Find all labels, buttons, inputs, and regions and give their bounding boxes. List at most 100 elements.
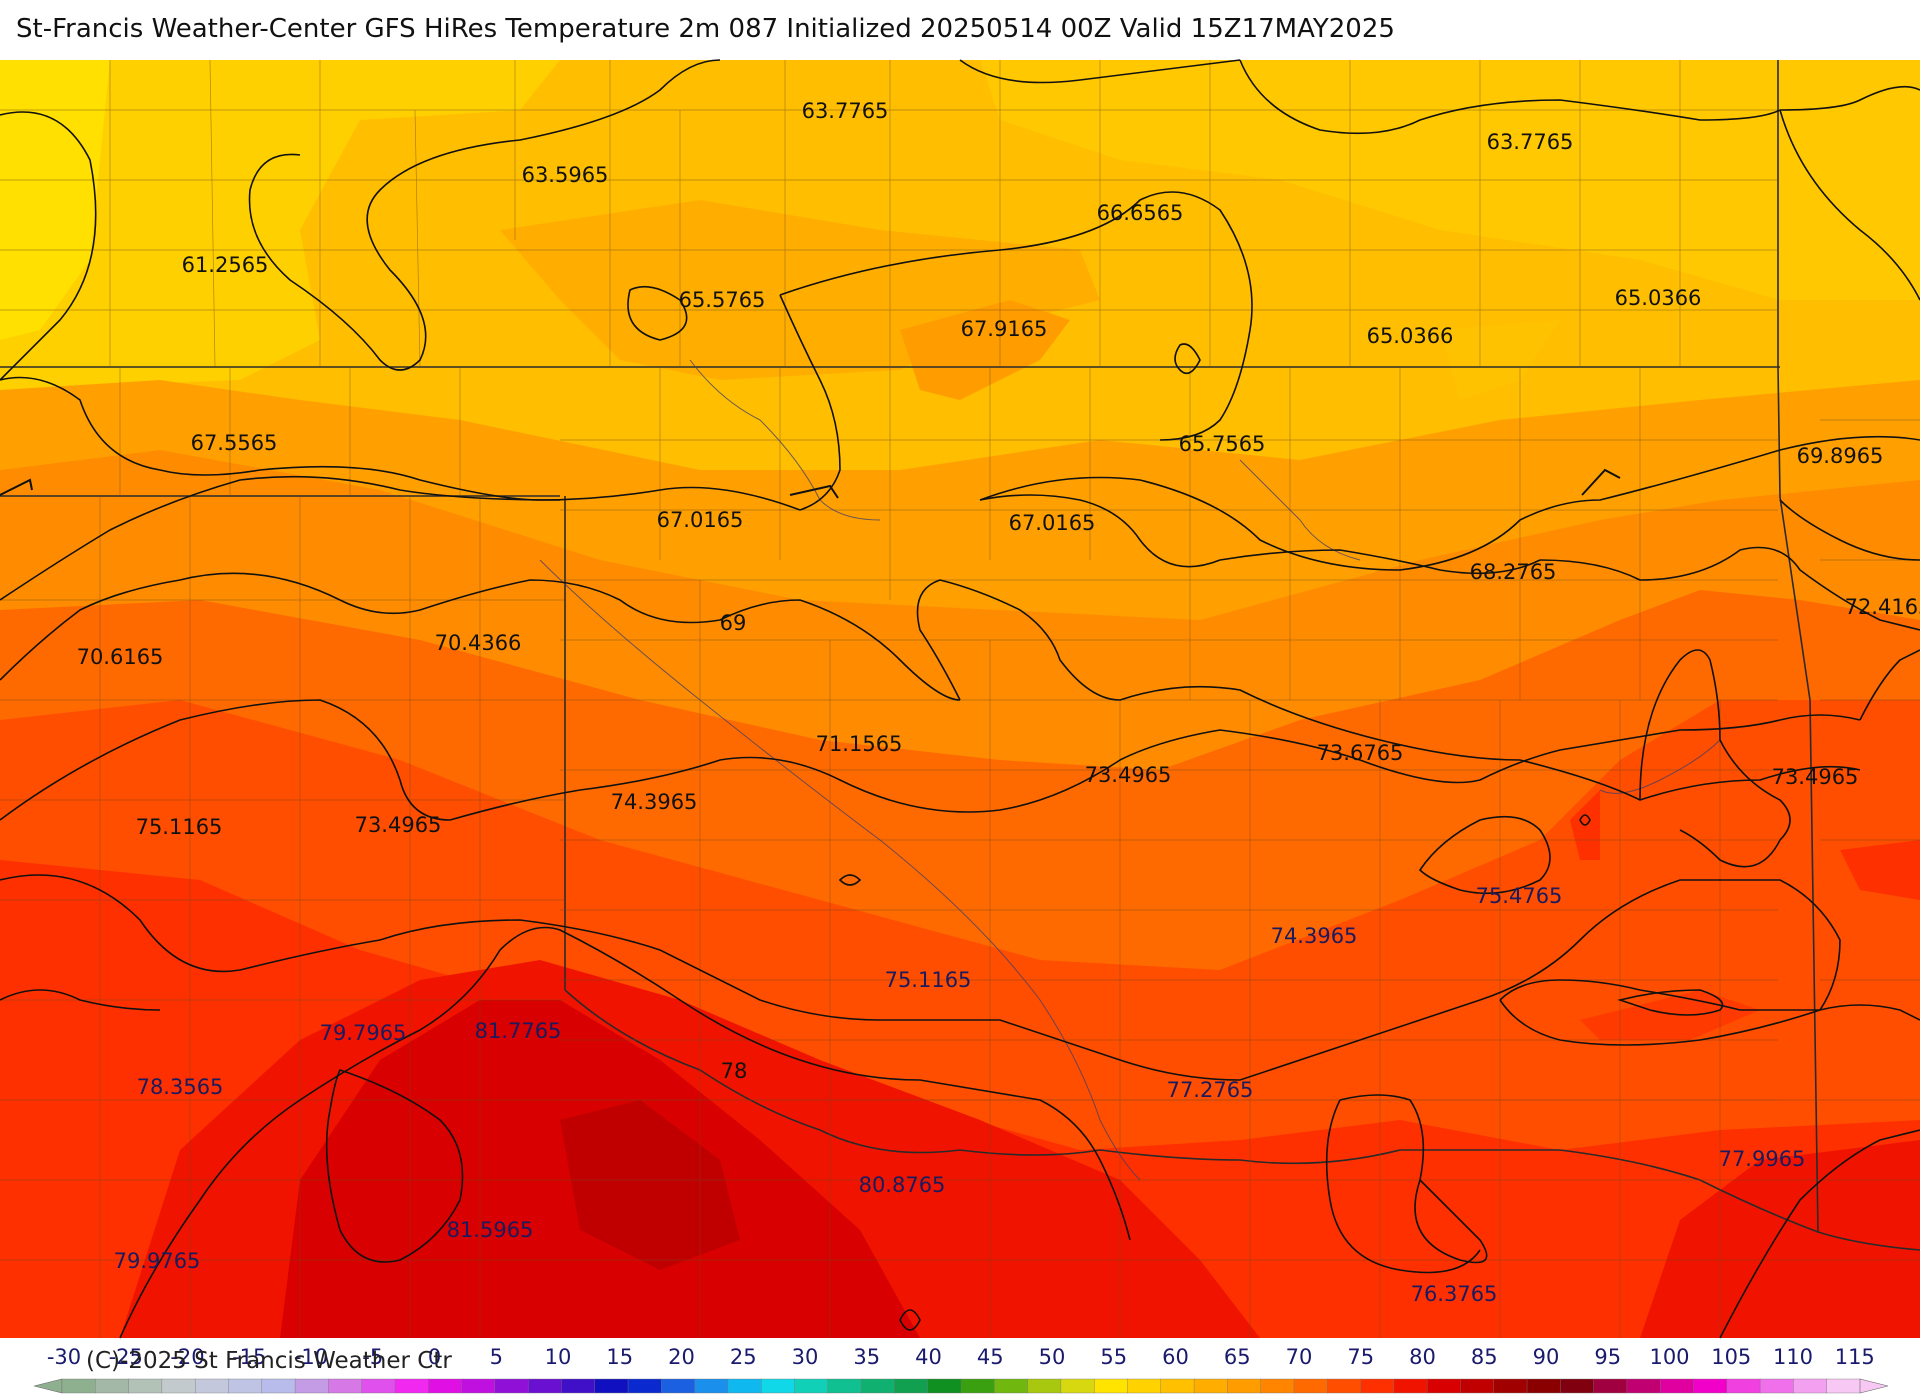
- colorbar-swatch: [1493, 1378, 1528, 1394]
- colorbar-swatch: [1526, 1378, 1561, 1394]
- colorbar-swatch: [1826, 1378, 1861, 1394]
- colorbar-swatch: [1626, 1378, 1661, 1394]
- colorbar-swatch: [294, 1378, 329, 1394]
- colorbar-tick-label: 115: [1835, 1345, 1875, 1369]
- contour-label: 81.7765: [475, 1019, 562, 1043]
- contour-label: 77.9965: [1719, 1147, 1806, 1171]
- contour-label: 75.1165: [885, 968, 972, 992]
- contour-label: 65.0366: [1615, 286, 1702, 310]
- colorbar-swatch: [1027, 1378, 1062, 1394]
- colorbar-swatch: [1726, 1378, 1761, 1394]
- colorbar-swatch: [827, 1378, 862, 1394]
- colorbar-tick-label: 20: [668, 1345, 695, 1369]
- contour-label: 75.4765: [1476, 884, 1563, 908]
- colorbar-swatch: [727, 1378, 762, 1394]
- colorbar-swatch: [228, 1378, 263, 1394]
- contour-label: 71.1565: [816, 732, 903, 756]
- contour-label: 65.0366: [1367, 324, 1454, 348]
- colorbar-tick-label: -25: [109, 1345, 143, 1369]
- colorbar-tick-label: 0: [428, 1345, 441, 1369]
- colorbar-swatch: [194, 1378, 230, 1394]
- colorbar-tick-label: -10: [294, 1345, 328, 1369]
- contour-label: 63.5965: [522, 163, 609, 187]
- contour-label: 75.1165: [136, 815, 223, 839]
- colorbar-swatch: [1660, 1378, 1695, 1394]
- contour-label: 67.9165: [961, 317, 1048, 341]
- contour-label: 70.4366: [435, 631, 522, 655]
- contour-label: 78: [721, 1059, 748, 1083]
- colorbar-swatch: [1160, 1378, 1195, 1394]
- colorbar-swatch: [1193, 1378, 1228, 1394]
- colorbar-tick-label: 50: [1039, 1345, 1066, 1369]
- contour-labels: 63.7765 63.7765 63.5965 66.6565 61.2565 65.57…: [77, 99, 1920, 1306]
- colorbar-swatch: [1426, 1378, 1462, 1394]
- contour-label: 67.0165: [1009, 511, 1096, 535]
- state-boundaries: [0, 60, 1920, 1251]
- contour-label: 73.4965: [355, 813, 442, 837]
- colorbar-tick-label: 95: [1594, 1345, 1621, 1369]
- colorbar-swatch: [627, 1378, 662, 1394]
- colorbar-swatch: [894, 1378, 929, 1394]
- colorbar-tick-label: 90: [1533, 1345, 1560, 1369]
- contour-label: 63.7765: [1487, 130, 1574, 154]
- colorbar-tick-label: 40: [915, 1345, 942, 1369]
- contour-label: 79.9765: [114, 1249, 201, 1273]
- colorbar-swatch: [1260, 1378, 1295, 1394]
- colorbar-tick-label: -30: [47, 1345, 81, 1369]
- contour-label: 74.3965: [1271, 924, 1358, 948]
- colorbar-swatch: [1060, 1378, 1095, 1394]
- isotherm-contours: [0, 59, 1920, 1339]
- colorbar-swatch: [161, 1378, 196, 1394]
- colorbar-swatch: [794, 1378, 829, 1394]
- colorbar-tick-label: 110: [1773, 1345, 1813, 1369]
- copyright-label: (C)-2025 St Francis Weather Ctr: [86, 1348, 452, 1374]
- colorbar-tick-label: 15: [606, 1345, 633, 1369]
- contour-label: 66.6565: [1097, 201, 1184, 225]
- colorbar-swatch: [1693, 1378, 1728, 1394]
- temperature-colorbar: -30 -25 -20 -15 -10 -5 0 5 10 15 20 25 30 35 40 45 50 55 6…: [33, 1345, 1889, 1394]
- colorbar-swatch: [95, 1378, 130, 1394]
- colorbar-swatch: [960, 1378, 995, 1394]
- colorbar-tick-label: -15: [232, 1345, 266, 1369]
- colorbar-swatch: [428, 1378, 463, 1394]
- colorbar-tick-label: 80: [1409, 1345, 1436, 1369]
- colorbar-tick-label: 105: [1711, 1345, 1751, 1369]
- colorbar-swatch: [1759, 1378, 1795, 1394]
- colorbar-swatch: [494, 1378, 529, 1394]
- colorbar-tick-label: -20: [170, 1345, 204, 1369]
- colorbar-tick-label: 75: [1347, 1345, 1374, 1369]
- colorbar-swatch: [394, 1378, 429, 1394]
- colorbar-tick-label: 100: [1649, 1345, 1689, 1369]
- colorbar-swatch: [1460, 1378, 1495, 1394]
- colorbar-tick-label: 60: [1162, 1345, 1189, 1369]
- colorbar-swatch: [761, 1378, 796, 1394]
- colorbar-swatch: [1293, 1378, 1328, 1394]
- colorbar-tick-label: 65: [1224, 1345, 1251, 1369]
- contour-label: 73.6765: [1317, 741, 1404, 765]
- colorbar-ticks: -30 -25 -20 -15 -10 -5 0 5 10 15 20 25 30 35 40 45 50 55 6…: [47, 1345, 1875, 1369]
- colorbar-swatch: [561, 1378, 596, 1394]
- colorbar-swatch: [1227, 1378, 1262, 1394]
- contour-label: 79.7965: [320, 1021, 407, 1045]
- colorbar-swatch: [361, 1378, 396, 1394]
- colorbar-over-arrow: [1859, 1378, 1889, 1394]
- contour-label: 65.5765: [679, 288, 766, 312]
- colorbar-tick-label: 10: [545, 1345, 572, 1369]
- colorbar-tick-label: 5: [490, 1345, 503, 1369]
- colorbar-swatch: [860, 1378, 896, 1394]
- contour-label: 61.2565: [182, 253, 269, 277]
- colorbar-swatch: [661, 1378, 696, 1394]
- colorbar-tick-label: -5: [362, 1345, 383, 1369]
- contour-label: 78.3565: [137, 1075, 224, 1099]
- colorbar-swatches: [33, 1378, 1889, 1394]
- colorbar-swatch: [694, 1378, 729, 1394]
- contour-label: 81.5965: [447, 1218, 534, 1242]
- colorbar-swatch: [1393, 1378, 1428, 1394]
- colorbar-swatch: [128, 1378, 163, 1394]
- contour-label: 72.4165: [1845, 595, 1920, 619]
- colorbar-swatch: [261, 1378, 296, 1394]
- contour-label: 63.7765: [802, 99, 889, 123]
- colorbar-under-arrow: [33, 1378, 63, 1394]
- contour-label: 65.7565: [1179, 432, 1266, 456]
